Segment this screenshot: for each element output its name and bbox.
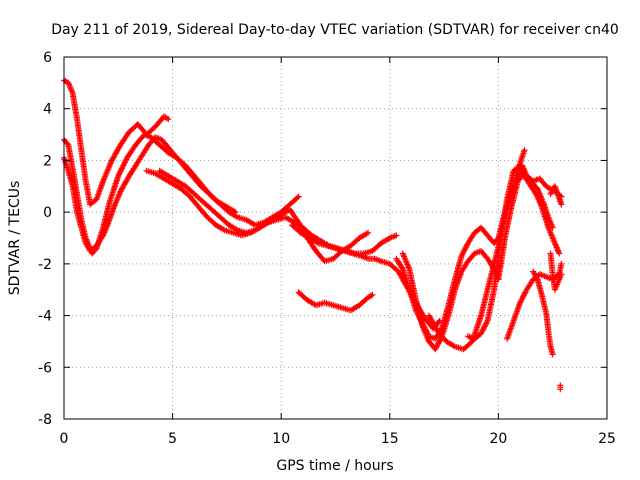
x-tick-label: 10 [272,431,290,447]
series-track-5 [156,167,372,265]
series-markers [465,162,563,342]
series-markers [61,131,302,257]
series-markers [295,289,376,314]
data-series [61,77,565,393]
series-track-11 [465,162,563,342]
y-tick-label: -4 [38,309,52,325]
x-axis-ticks: 0 5 10 15 20 25 [60,57,616,447]
y-tick-label: 0 [43,205,52,221]
x-tick-label: 20 [489,431,507,447]
x-tick-label: 5 [168,431,177,447]
y-tick-label: -2 [38,257,52,273]
y-tick-label: 2 [43,153,52,169]
series-markers [530,268,556,358]
y-tick-label: 6 [43,50,52,66]
series-markers [547,250,565,393]
plot-frame [63,56,608,420]
x-tick-label: 15 [381,431,399,447]
y-axis-ticks: -8 -6 -4 -2 0 2 4 6 [38,50,607,428]
y-axis-label: SDTVAR / TECUs [7,181,23,296]
y-tick-label: 4 [43,102,52,118]
series-track-14 [547,250,565,393]
series-track-7 [295,289,376,314]
series-track-2 [61,131,302,257]
series-track-15 [547,183,565,208]
y-tick-label: -6 [38,360,52,376]
grid-lines [64,57,607,419]
series-markers [156,167,372,265]
y-tick-label: -8 [38,412,52,428]
chart-title: Day 211 of 2019, Sidereal Day-to-day VTE… [51,22,619,38]
series-markers [547,183,565,208]
series-track-13 [530,268,556,358]
x-tick-label: 0 [60,431,69,447]
x-axis-label: GPS time / hours [276,458,393,474]
x-tick-label: 25 [598,431,616,447]
